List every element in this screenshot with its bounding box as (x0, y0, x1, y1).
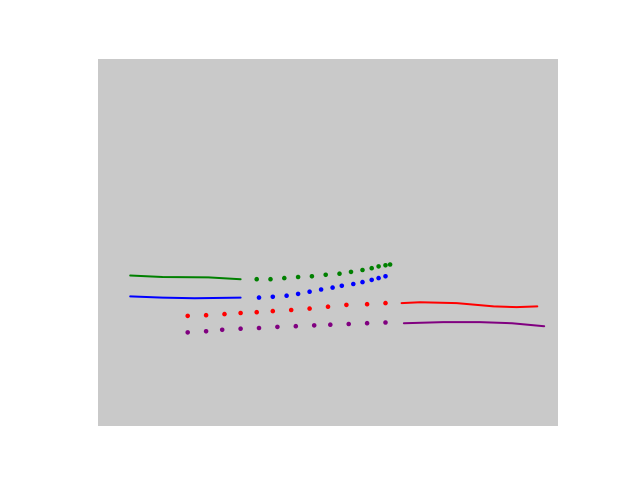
data-point-red-dotted-8 (325, 304, 331, 310)
data-point-green-dotted-2 (282, 275, 287, 281)
data-point-green-dotted-3 (295, 274, 301, 280)
series-line-green-solid (129, 274, 242, 281)
data-point-red-dotted-5 (270, 308, 276, 314)
series-blue-solid (129, 295, 242, 300)
data-point-red-dotted-3 (238, 310, 243, 316)
data-point-purple-dotted-6 (293, 323, 299, 329)
data-point-purple-dotted-4 (256, 325, 262, 331)
series-line-purple-solid (402, 321, 546, 328)
data-point-blue-dotted-12 (383, 274, 388, 279)
data-point-blue-dotted-10 (369, 277, 375, 283)
data-point-red-dotted-9 (344, 302, 349, 308)
series-line-red-solid (400, 301, 539, 309)
series-layer (129, 262, 546, 335)
series-blue-dotted (256, 274, 388, 300)
data-point-green-dotted-12 (387, 262, 393, 267)
data-point-green-dotted-11 (383, 263, 388, 268)
data-point-purple-dotted-7 (311, 323, 317, 328)
data-point-green-dotted-10 (376, 264, 381, 269)
series-red-solid (400, 301, 539, 309)
series-green-dotted (254, 262, 393, 282)
data-point-red-dotted-10 (364, 301, 370, 307)
data-point-purple-dotted-1 (203, 329, 209, 334)
data-point-red-dotted-4 (254, 309, 259, 315)
data-point-red-dotted-11 (383, 300, 388, 306)
data-point-blue-dotted-9 (360, 279, 365, 285)
data-point-blue-dotted-4 (307, 289, 312, 295)
data-point-red-dotted-0 (185, 313, 190, 319)
data-point-red-dotted-2 (222, 311, 227, 317)
series-green-solid (129, 274, 242, 281)
data-point-green-dotted-4 (309, 274, 315, 279)
data-point-purple-dotted-9 (346, 321, 352, 327)
data-point-blue-dotted-0 (256, 295, 262, 300)
plot-area (98, 59, 558, 426)
series-purple-dotted (185, 320, 388, 335)
data-point-purple-dotted-3 (238, 326, 243, 332)
data-point-purple-dotted-0 (185, 330, 190, 335)
data-point-blue-dotted-7 (339, 283, 345, 289)
data-point-green-dotted-6 (337, 271, 342, 277)
series-red-dotted (185, 300, 388, 319)
data-point-purple-dotted-8 (328, 322, 333, 328)
data-point-green-dotted-0 (254, 276, 259, 282)
series-line-blue-solid (129, 295, 242, 300)
data-point-green-dotted-8 (360, 267, 365, 273)
data-point-green-dotted-9 (369, 265, 375, 271)
data-point-blue-dotted-1 (270, 294, 276, 300)
data-point-green-dotted-7 (348, 269, 354, 275)
data-point-purple-dotted-11 (383, 320, 388, 325)
data-point-purple-dotted-10 (364, 320, 370, 326)
data-point-blue-dotted-2 (284, 293, 289, 299)
data-point-purple-dotted-5 (275, 324, 280, 330)
data-point-blue-dotted-8 (351, 281, 356, 287)
data-point-blue-dotted-3 (295, 291, 301, 297)
data-point-red-dotted-6 (288, 307, 294, 313)
data-point-red-dotted-1 (203, 312, 209, 318)
data-point-green-dotted-1 (268, 276, 273, 282)
series-purple-solid (402, 321, 546, 328)
data-point-green-dotted-5 (323, 272, 329, 278)
data-point-blue-dotted-11 (376, 275, 381, 281)
data-point-blue-dotted-6 (330, 285, 335, 290)
data-point-red-dotted-7 (307, 306, 312, 311)
data-point-purple-dotted-2 (219, 327, 225, 333)
data-point-blue-dotted-5 (318, 287, 324, 292)
